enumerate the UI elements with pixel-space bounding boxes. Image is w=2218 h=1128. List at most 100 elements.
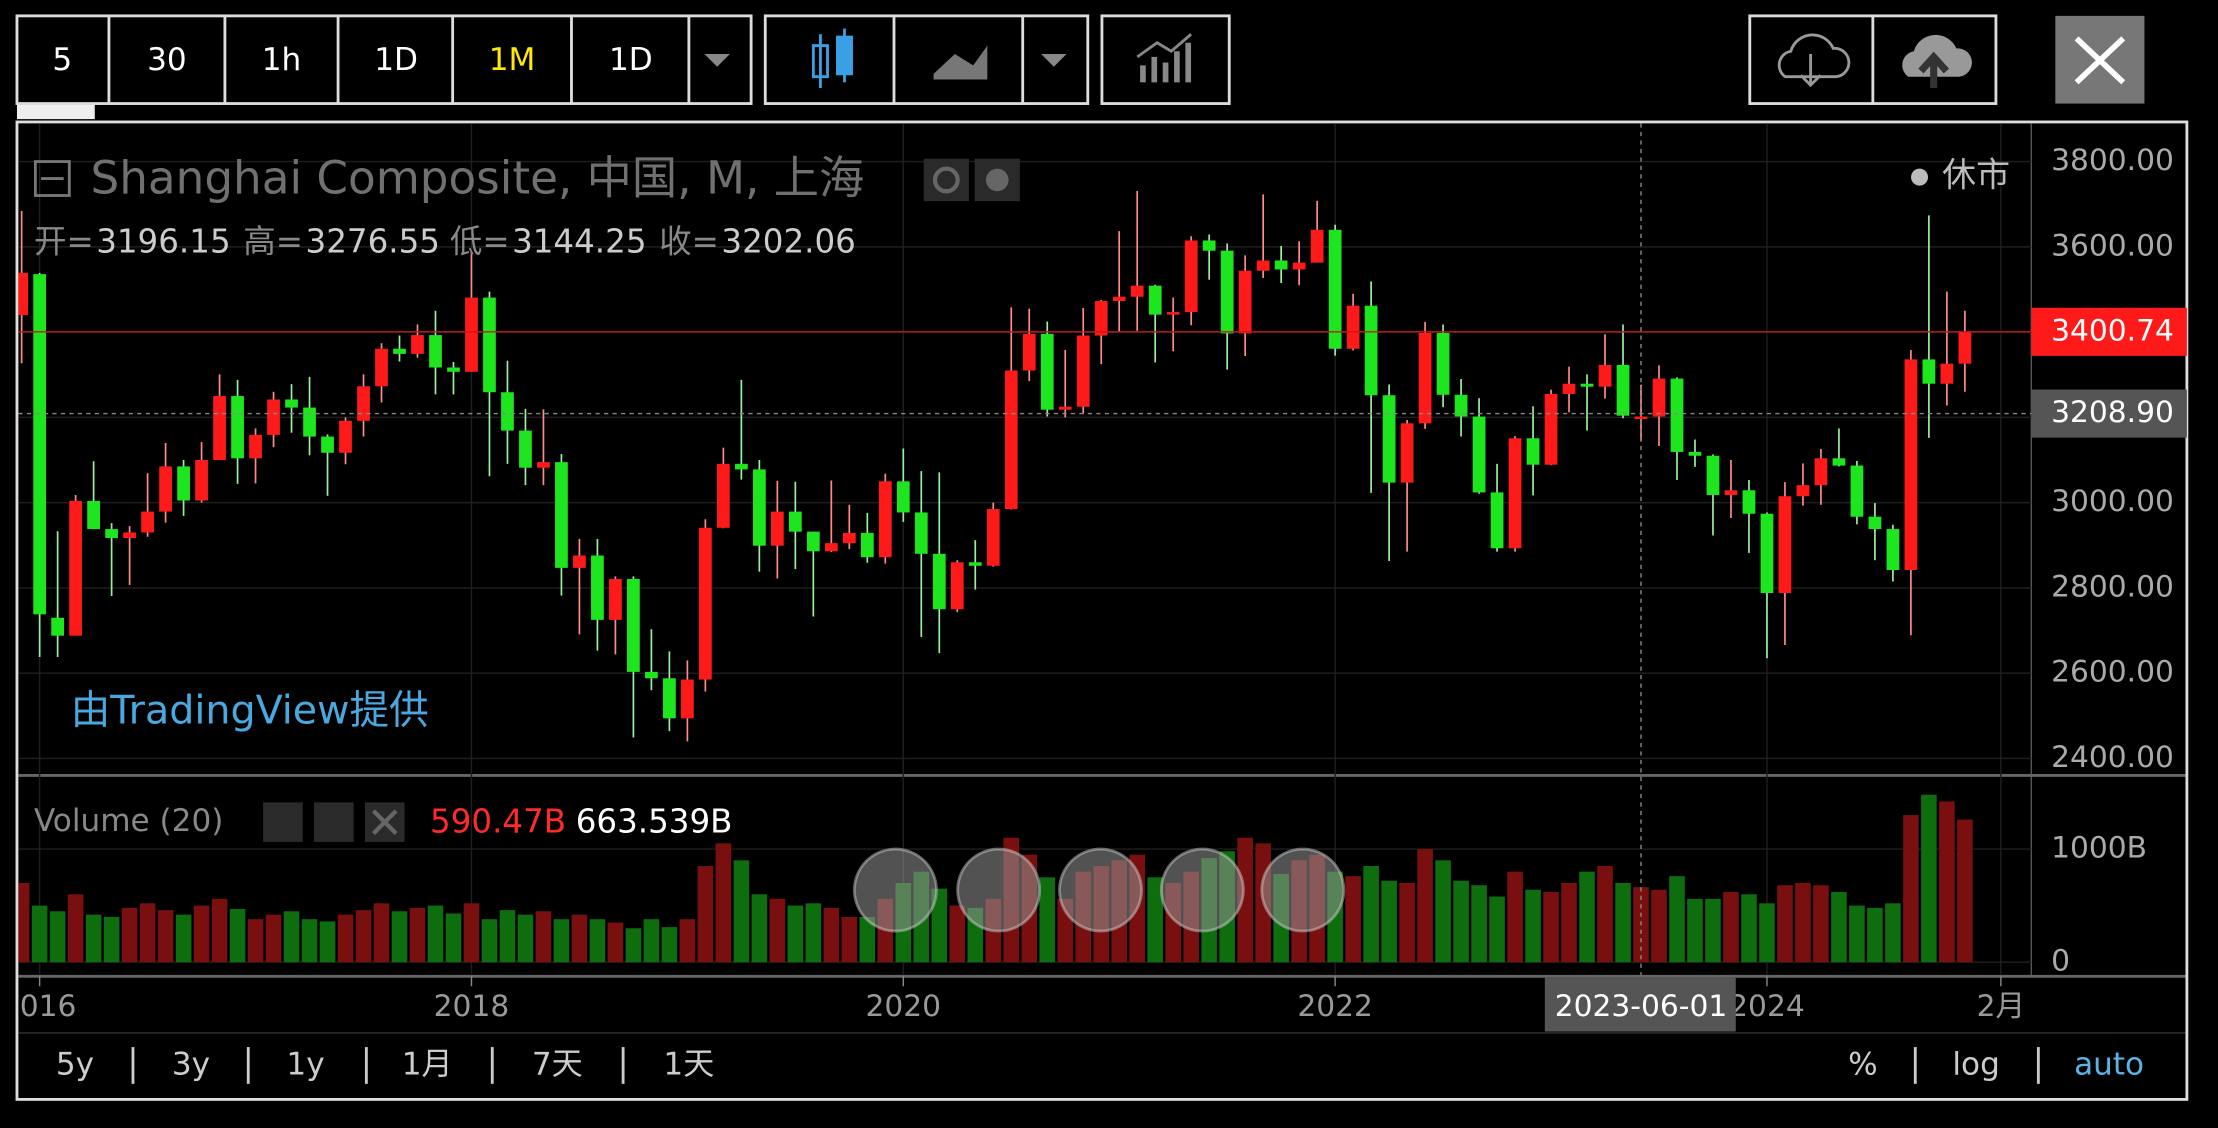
volume-bar — [1507, 871, 1523, 963]
scroll-tab[interactable] — [16, 104, 95, 120]
candle-body — [770, 511, 784, 546]
volume-bar — [1561, 882, 1577, 963]
volume-bar — [1705, 898, 1721, 963]
candle-body — [1526, 438, 1540, 465]
interval-button[interactable]: 30 — [147, 42, 187, 78]
range-button[interactable]: 1月 — [402, 1046, 453, 1082]
area-icon[interactable] — [933, 45, 988, 80]
candle-body — [1598, 364, 1612, 387]
scale-option[interactable]: auto — [2074, 1046, 2144, 1082]
range-button[interactable]: 5y — [56, 1046, 94, 1082]
volume-bar — [517, 914, 534, 963]
interval-button[interactable]: 1h — [262, 42, 302, 78]
volume-bar — [697, 866, 714, 963]
volume-eye[interactable] — [263, 802, 303, 842]
volume-bar — [1831, 892, 1847, 963]
zoom-in[interactable] — [1159, 847, 1245, 933]
scroll-left[interactable] — [852, 847, 938, 933]
candle-body — [285, 399, 298, 408]
scroll-right[interactable] — [1260, 847, 1346, 933]
scale-option[interactable]: % — [1848, 1046, 1878, 1082]
price-tick-label: 2600.00 — [2051, 655, 2174, 690]
last-price-tag — [2031, 307, 2187, 356]
interval-button[interactable]: 5 — [52, 42, 72, 78]
price-tick-label: 2800.00 — [2051, 569, 2174, 604]
chart-title: Shanghai Composite, 中国, M, 上海 — [91, 151, 865, 204]
eye-button[interactable] — [923, 158, 969, 202]
download-icon[interactable] — [1777, 33, 1851, 88]
candle-body — [519, 430, 532, 468]
candle-body — [1076, 335, 1090, 407]
volume-bar — [535, 911, 552, 963]
candle-body — [483, 297, 496, 393]
candle-body — [734, 463, 748, 470]
candle-body — [1688, 451, 1702, 456]
range-button[interactable]: 7天 — [532, 1046, 583, 1082]
volume-bar — [787, 905, 804, 963]
volume-bar — [31, 905, 48, 963]
watermark: 由TradingView提供 — [71, 688, 429, 734]
range-button[interactable]: 1天 — [663, 1046, 714, 1082]
candle-body — [51, 617, 64, 636]
candle-body — [1778, 496, 1792, 594]
candle-body — [699, 527, 712, 680]
candle-body — [159, 466, 172, 512]
time-tick-label: 2018 — [434, 989, 510, 1024]
volume-tick-label: 0 — [2051, 944, 2070, 979]
candle-icon[interactable] — [811, 28, 853, 89]
candle-body — [1886, 529, 1900, 570]
candle-body — [1418, 332, 1432, 424]
bars-icon[interactable] — [1136, 33, 1192, 83]
volume-bar — [733, 860, 750, 963]
volume-bar — [1921, 794, 1937, 963]
candle-body — [1382, 395, 1396, 483]
upload-icon[interactable] — [1902, 34, 1972, 89]
crosshair-price-tag — [2031, 389, 2187, 438]
interval-button[interactable]: 1D — [374, 42, 418, 78]
volume-bar — [607, 922, 624, 963]
volume-bar — [589, 919, 606, 963]
candle-body — [1814, 458, 1828, 486]
interval-button[interactable]: 1D — [609, 42, 653, 78]
candle-body — [501, 392, 514, 431]
eye-icon — [932, 166, 960, 194]
low-label: 低= — [450, 223, 510, 261]
candle-body — [195, 460, 208, 501]
candle-body — [986, 509, 1000, 566]
range-button[interactable]: 1y — [286, 1046, 324, 1082]
candle-body — [573, 555, 586, 568]
candle-body — [1328, 229, 1342, 349]
close-icon — [2074, 36, 2126, 85]
volume-bar — [427, 905, 444, 963]
candle-body — [806, 531, 820, 552]
candle-body — [249, 434, 262, 459]
close-value: 3202.06 — [721, 223, 855, 261]
candle-body — [231, 396, 244, 459]
candle-body — [213, 396, 226, 461]
candle-body — [411, 335, 424, 354]
zoom-out[interactable] — [956, 847, 1042, 933]
volume-bar — [18, 882, 30, 963]
volume-bar — [1723, 892, 1739, 963]
volume-settings[interactable] — [314, 802, 354, 842]
volume-bar — [247, 919, 264, 963]
candle-body — [267, 399, 280, 435]
volume-bar — [67, 894, 84, 963]
candle-body — [393, 348, 406, 354]
volume-bar — [841, 916, 858, 963]
reset[interactable] — [1058, 847, 1143, 933]
candle-body — [609, 578, 622, 620]
indicators-button[interactable] — [1100, 14, 1231, 105]
volume-bar — [643, 919, 660, 963]
volume-bar — [661, 927, 678, 963]
candle-body — [1112, 296, 1126, 302]
candle-body — [18, 272, 29, 316]
candle-body — [896, 481, 910, 513]
volume-bar — [1363, 866, 1379, 963]
candle-body — [105, 529, 118, 539]
candle-body — [1220, 250, 1234, 334]
scale-option[interactable]: log — [1952, 1046, 1999, 1082]
interval-button[interactable]: 1M — [489, 42, 536, 78]
collapse-icon[interactable] — [33, 160, 71, 197]
range-button[interactable]: 3y — [172, 1046, 210, 1082]
